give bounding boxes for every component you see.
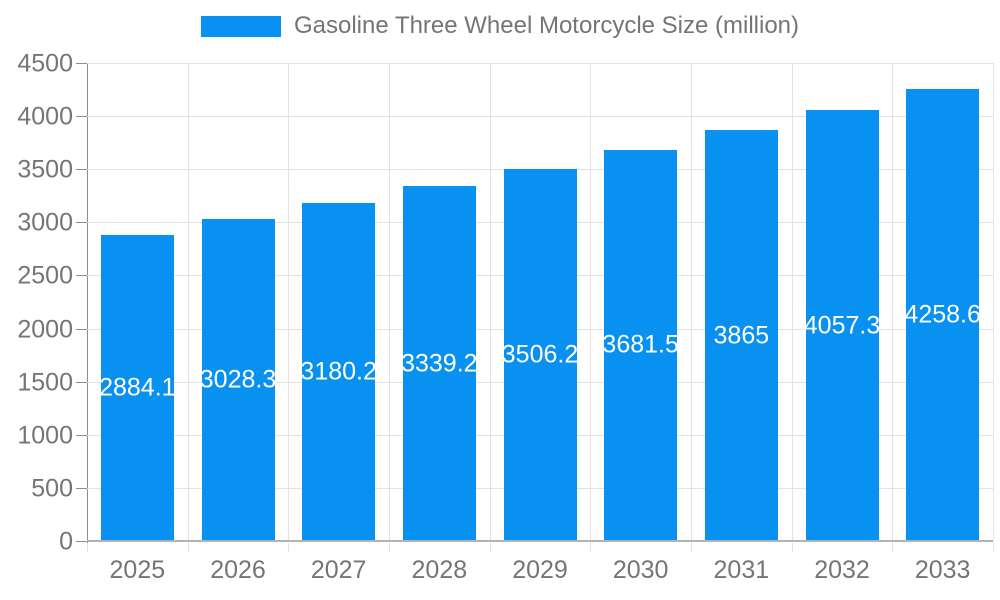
x-axis-tick <box>691 543 692 552</box>
plot-area: 2884.1 3028.3 3180.2 3339.2 3506.2 3681.5 3865… <box>87 63 994 541</box>
legend-label: Gasoline Three Wheel Motorcycle Size (mi… <box>293 12 800 39</box>
x-axis-tick <box>993 543 994 552</box>
bar[interactable]: 3339.2 <box>401 186 478 541</box>
y-axis-tick-label: 3500 <box>17 155 73 184</box>
bar-value-label: 3506.2 <box>501 340 579 369</box>
bar[interactable]: 3180.2 <box>300 203 377 541</box>
bar-value-label: 2884.1 <box>99 373 176 402</box>
bar[interactable]: 4258.6 <box>904 88 981 541</box>
y-axis-tick <box>76 169 87 171</box>
x-axis-tick-label: 2029 <box>512 556 568 584</box>
legend-item[interactable]: Gasoline Three Wheel Motorcycle Size (mi… <box>200 12 800 40</box>
bar[interactable]: 3681.5 <box>602 149 679 541</box>
gridline-horizontal <box>87 63 993 64</box>
y-axis-tick-label: 0 <box>59 527 73 556</box>
bar[interactable]: 3506.2 <box>501 168 579 541</box>
gridline-vertical <box>590 63 592 541</box>
x-axis-tick-label: 2033 <box>914 556 971 584</box>
bar[interactable]: 4057.3 <box>803 110 881 541</box>
y-axis-tick-label: 4500 <box>17 49 73 78</box>
x-axis-tick-label: 2026 <box>210 556 266 584</box>
y-axis-tick <box>76 222 87 224</box>
y-axis-tick-label: 4000 <box>17 102 73 131</box>
y-axis-tick-label: 1000 <box>17 421 73 450</box>
gridline-vertical <box>489 63 491 541</box>
y-axis-tick <box>76 541 87 542</box>
y-axis-tick <box>76 275 87 277</box>
y-axis-tick-label: 3000 <box>17 208 73 237</box>
y-axis-tick <box>76 116 87 118</box>
gridline-vertical <box>187 63 189 541</box>
y-axis-tick-label: 2500 <box>17 261 73 290</box>
x-axis-tick <box>791 543 793 552</box>
bar-value-label: 3180.2 <box>300 357 377 386</box>
x-axis-tick-label: 2027 <box>310 556 367 584</box>
x-axis-tick <box>892 543 894 552</box>
y-axis-line <box>87 63 88 550</box>
x-axis-tick <box>87 543 88 552</box>
bar-value-label: 4258.6 <box>904 300 981 329</box>
x-axis-tick <box>187 543 189 552</box>
x-axis-tick-label: 2030 <box>612 556 669 584</box>
bar[interactable]: 2884.1 <box>99 234 176 541</box>
y-axis-tick <box>76 328 87 330</box>
x-axis-tick-label: 2028 <box>411 556 468 584</box>
x-axis-tick <box>389 543 390 552</box>
x-axis-tick <box>288 543 290 552</box>
bar[interactable]: 3865 <box>704 130 778 541</box>
y-axis-tick <box>76 63 87 64</box>
bar[interactable]: 3028.3 <box>199 219 277 541</box>
bar-value-label: 4057.3 <box>803 311 881 340</box>
x-axis-line <box>87 540 993 542</box>
bar-value-label: 3028.3 <box>199 365 277 394</box>
y-axis-tick <box>76 434 87 436</box>
gridline-vertical <box>892 63 894 541</box>
legend: Gasoline Three Wheel Motorcycle Size (mi… <box>0 12 1000 40</box>
bar-value-label: 3865 <box>713 321 770 350</box>
x-axis-tick-label: 2031 <box>713 556 770 584</box>
gridline-vertical <box>691 63 692 541</box>
gridline-horizontal <box>87 116 993 118</box>
gridline-vertical <box>993 63 994 541</box>
x-axis-tick <box>590 543 592 552</box>
gridline-vertical <box>389 63 390 541</box>
x-axis-tick-label: 2025 <box>109 556 166 584</box>
x-axis-tick-label: 2032 <box>814 556 870 584</box>
gridline-vertical <box>288 63 290 541</box>
bar-value-label: 3339.2 <box>401 349 478 378</box>
bar-value-label: 3681.5 <box>602 330 679 359</box>
y-axis-tick-label: 1500 <box>17 368 73 397</box>
gridline-vertical <box>791 63 793 541</box>
y-axis-tick-label: 2000 <box>17 315 73 344</box>
y-axis-tick <box>76 487 87 489</box>
legend-color-swatch <box>200 15 281 37</box>
x-axis-tick <box>489 543 491 552</box>
y-axis-tick-label: 500 <box>31 474 73 503</box>
y-axis-tick <box>76 381 87 383</box>
